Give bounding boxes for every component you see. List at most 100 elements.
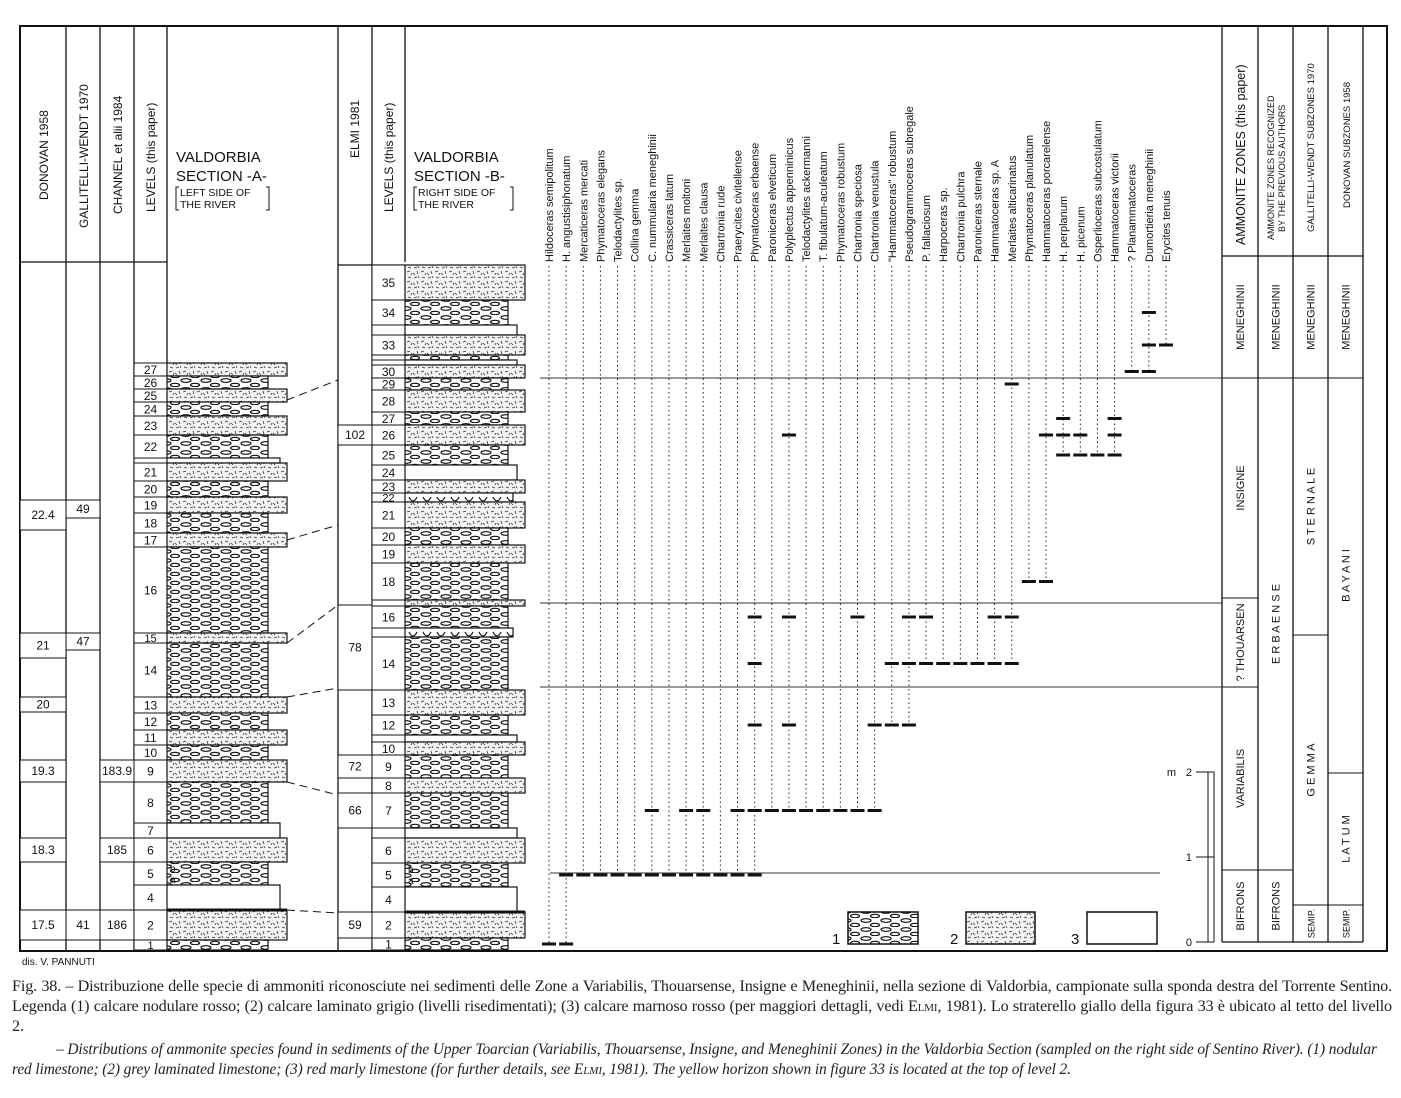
donovan-value: 18.3 — [31, 843, 55, 857]
level-label: 2 — [147, 918, 154, 932]
scale-unit: m — [1167, 767, 1176, 779]
level-cell — [371, 827, 406, 839]
level-label: 8 — [147, 796, 154, 810]
figure-frame — [19, 25, 1388, 952]
zone-label: BIFRONS — [1271, 882, 1283, 931]
legend-swatch-2 — [965, 911, 1036, 945]
level-label: 29 — [382, 377, 396, 391]
lithology-bed-2 — [166, 362, 288, 377]
right-header — [1221, 26, 1364, 943]
species-name: Merlaites moltoni — [681, 179, 693, 262]
level-label: 6 — [385, 844, 392, 858]
legend-swatch-1 — [847, 911, 919, 945]
dynamic-content: 2726252423222120191817161514131211109876… — [19, 106, 1363, 952]
elmi-cell — [337, 604, 373, 691]
section-b-sub-1: RIGHT SIDE OF — [418, 187, 495, 199]
species-name: Osperlioceras subcostulatum — [1092, 120, 1104, 262]
correlation-line — [286, 604, 339, 644]
section-b-title-1: VALDORBIA — [414, 149, 499, 166]
header-levels-a: LEVELS (this paper) — [144, 103, 158, 212]
zone-label: INSIGNE — [1235, 465, 1247, 510]
donovan-value: 20 — [36, 698, 50, 712]
sublevel-label: a — [408, 876, 414, 887]
section-a-sub-2: THE RIVER — [180, 199, 236, 211]
species-name: P. fallaciosum — [921, 195, 933, 262]
elmi-value: 72 — [348, 760, 362, 774]
lithology-bed-2 — [404, 544, 526, 564]
lithology-bed-1 — [166, 401, 269, 417]
lithology-bed-2 — [166, 496, 288, 514]
level-label: 13 — [144, 698, 158, 712]
correlation-line — [286, 781, 339, 796]
lithology-bed-2 — [166, 729, 288, 746]
level-label: 20 — [144, 482, 158, 496]
elmi-cell — [337, 754, 373, 779]
lithology-bed-2 — [166, 462, 288, 482]
species-name: Harpoceras sp. — [938, 187, 950, 262]
level-label: 8 — [385, 779, 392, 793]
species-name: Merlaites alticarinatus — [1007, 155, 1019, 262]
zone-label: MENEGHINII — [1271, 284, 1283, 349]
level-label: 30 — [382, 365, 396, 379]
species-name: Mercaticeras mercati — [578, 160, 590, 262]
lithology-bed-1 — [166, 480, 269, 498]
lithology-bed-1 — [404, 562, 509, 601]
level-label: 18 — [382, 575, 396, 589]
section-b-title-2: SECTION -B- — [414, 168, 505, 185]
header-levels-b: LEVELS (this paper) — [382, 103, 396, 212]
donovan-value: 21 — [36, 639, 50, 653]
level-label: 7 — [385, 804, 392, 818]
zone-label: B A Y A N I — [1341, 549, 1353, 602]
level-cell — [133, 457, 168, 464]
zone-label: MENEGHINII — [1341, 284, 1353, 349]
level-cell — [371, 599, 406, 607]
channel-cell — [99, 909, 135, 941]
species-name: Collina gemma — [630, 188, 642, 262]
lithology-bed-1 — [166, 744, 269, 761]
level-label: 4 — [147, 891, 154, 905]
level-cell — [371, 792, 406, 829]
lithology-bed-3 — [166, 884, 281, 911]
species-name: Hildoceras semipolitum — [544, 148, 556, 262]
correlation-line — [286, 379, 339, 401]
legend-label: 2 — [950, 931, 958, 948]
species-name: T. fibulatum-aculeatum — [818, 151, 830, 262]
lithology-bed-1 — [166, 861, 269, 886]
zone-label: MENEGHINII — [1306, 284, 1318, 349]
lithology-bed-2 — [404, 479, 526, 494]
channel-value: 185 — [107, 843, 127, 857]
legend-label: 1 — [832, 931, 840, 948]
zone-label: BIFRONS — [1235, 882, 1247, 931]
species-name: Phymatoceras erbaense — [750, 143, 762, 262]
bracket-b — [413, 186, 514, 211]
level-label: 5 — [147, 867, 154, 881]
species-name: Pseudogrammoceras subregale — [904, 106, 916, 262]
species-name: Hammatoceras victorii — [1110, 153, 1122, 262]
sublevel-label: b — [170, 864, 176, 875]
gallitelli-value: 41 — [76, 918, 90, 932]
zone-label: E R B A E N S E — [1271, 584, 1283, 664]
lithology-bed-3 — [404, 827, 518, 839]
lithology-bed-1 — [166, 939, 269, 951]
species-name: Erycites tenuis — [1161, 190, 1173, 262]
level-cell — [371, 324, 406, 336]
level-label: 20 — [382, 530, 396, 544]
channel-value: 186 — [107, 918, 127, 932]
lithology-bed-2 — [166, 696, 288, 714]
level-label: 28 — [382, 394, 396, 408]
level-label: 19 — [382, 547, 396, 561]
elmi-cell — [337, 424, 373, 446]
level-cell — [133, 642, 168, 698]
species-name: H. angustisiphonatum — [561, 156, 573, 262]
donovan-cell — [19, 696, 67, 713]
zone-label: SEMIP. — [1307, 909, 1317, 938]
gallitelli-cell — [65, 632, 101, 651]
level-cell — [371, 562, 406, 601]
elmi-value: 59 — [348, 918, 362, 932]
level-label: 22 — [144, 440, 158, 454]
level-cell — [371, 689, 406, 716]
species-name: Paroniceras sternale — [972, 161, 984, 262]
lithology-bed-2 — [166, 415, 288, 436]
level-label: 25 — [382, 448, 396, 462]
caption-italian-author: Elmi — [907, 997, 938, 1015]
